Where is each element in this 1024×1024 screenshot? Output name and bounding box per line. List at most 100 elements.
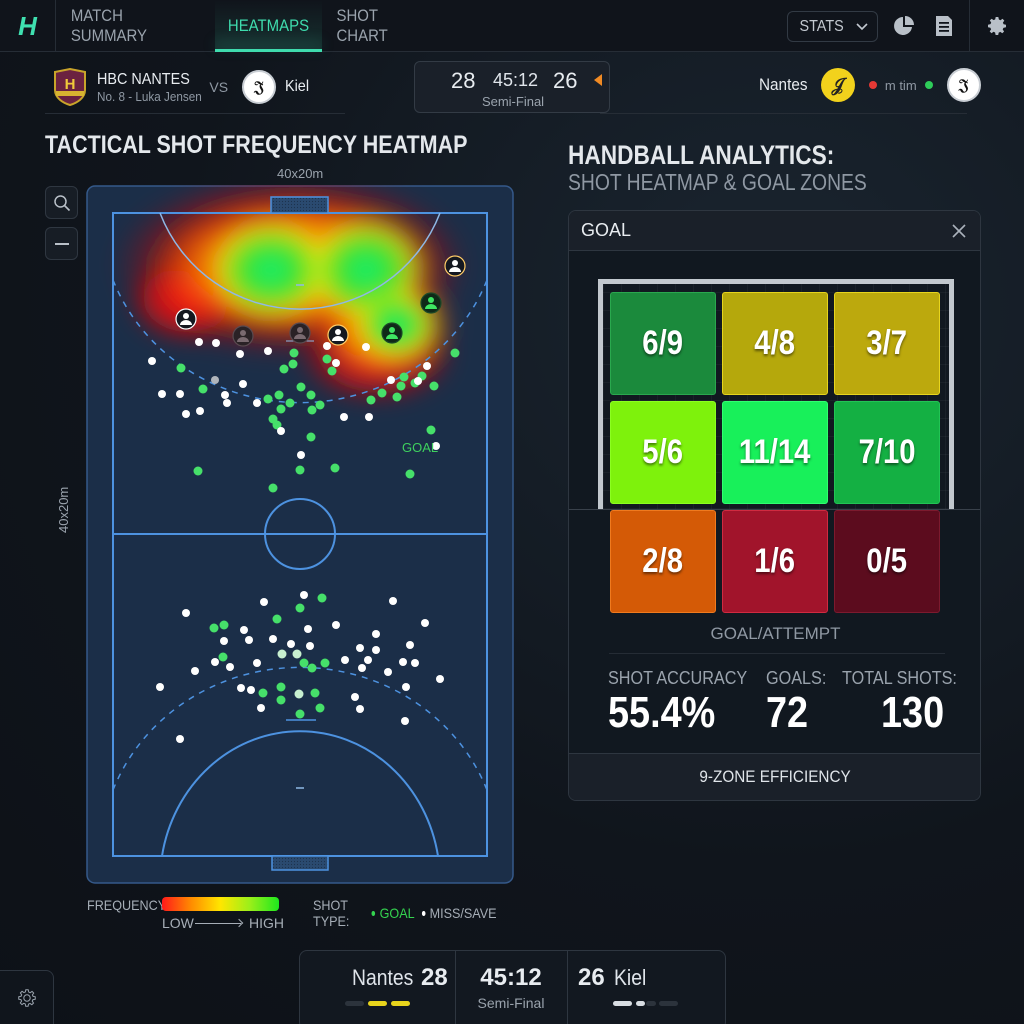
zone-top-left[interactable]: 6/9 <box>610 292 716 395</box>
tab-match-summary[interactable]: MATCH SUMMARY <box>71 0 200 52</box>
stat-value: 130 <box>881 688 945 737</box>
momentum-pill <box>368 1001 387 1006</box>
shot-type-label: SHOT TYPE: <box>313 897 350 929</box>
court-dimension-side: 40x20m <box>56 486 71 533</box>
momentum-pill <box>613 1001 632 1006</box>
bottom-home-score: 28 <box>421 964 448 991</box>
zone-value: 6/9 <box>642 324 684 362</box>
momentum-pill <box>391 1001 410 1006</box>
zone-value: 11/14 <box>739 433 811 471</box>
tab-shot-chart[interactable]: SHOT CHART <box>336 0 431 52</box>
card-header: GOAL <box>569 211 980 251</box>
tab-label: MATCH SUMMARY <box>70 6 148 45</box>
bottom-away-team: Kiel <box>614 965 647 990</box>
zone-middle-left[interactable]: 5/6 <box>610 401 716 504</box>
player-markers <box>175 255 466 347</box>
settings-button[interactable] <box>0 970 54 1024</box>
frequency-gradient-bar <box>162 897 279 911</box>
card-footer[interactable]: 9-ZONE EFFICIENCY <box>569 753 980 800</box>
momentum-pill <box>636 1001 645 1006</box>
tab-label: SHOT CHART <box>336 6 388 45</box>
zoom-icon <box>53 194 70 211</box>
kiel-crest-icon: 𝔍 <box>946 68 981 102</box>
stats-label: STATS <box>799 17 844 35</box>
divider <box>45 113 345 114</box>
active-tab-indicator <box>215 49 322 52</box>
legend-frequency-label: FREQUENCY <box>87 897 167 913</box>
app-logo[interactable]: H <box>0 0 56 52</box>
stat-label: GOALS: <box>766 668 827 688</box>
divider <box>600 113 967 114</box>
logo-text: H <box>18 10 37 41</box>
stat-label: TOTAL SHOTS: <box>842 668 957 688</box>
goal-zones-grid: 6/9 4/8 3/7 5/6 11/14 7/10 2/8 1/6 0/5 <box>610 292 942 613</box>
document-icon[interactable] <box>932 14 956 38</box>
nav-separator <box>969 0 970 52</box>
footer-label: 9-ZONE EFFICIENCY <box>699 767 852 786</box>
arrow-right-icon <box>195 923 241 924</box>
nantes-logo-icon: 𝒥 <box>820 68 855 102</box>
court-goal-label: GOAL <box>402 440 438 455</box>
divider <box>609 653 945 654</box>
home-score: 28 <box>451 68 476 93</box>
zone-bottom-left[interactable]: 2/8 <box>610 510 716 613</box>
zone-bottom-center[interactable]: 1/6 <box>722 510 828 613</box>
match-header-left: H HBC NANTES No. 8 - Luka Jensen VS 𝔍 Ki… <box>52 62 312 112</box>
handball-court[interactable]: GOAL <box>86 185 514 884</box>
zone-value: 4/8 <box>754 324 796 362</box>
zone-top-right[interactable]: 3/7 <box>834 292 940 395</box>
zone-value: 0/5 <box>866 542 908 580</box>
zone-value: 3/7 <box>866 324 908 362</box>
pie-chart-icon[interactable] <box>892 14 916 38</box>
tab-heatmaps[interactable]: HEATMAPS <box>221 0 315 52</box>
zoom-in-button[interactable] <box>45 186 78 219</box>
zone-middle-center[interactable]: 11/14 <box>722 401 828 504</box>
zone-caption: GOAL/ATTEMPT <box>710 624 841 643</box>
stats-dropdown[interactable]: STATS <box>787 11 878 42</box>
momentum-pill <box>646 1001 656 1006</box>
stat-goals: GOALS: 72 <box>766 668 833 737</box>
status-dot-red <box>868 81 877 89</box>
divider <box>567 951 568 1024</box>
momentum-pill <box>345 1001 364 1006</box>
zone-value: 1/6 <box>754 542 796 580</box>
card-title: GOAL <box>581 220 632 240</box>
player-name: No. 8 - Luka Jensen <box>97 88 202 104</box>
home-team-name: HBC NANTES <box>97 70 190 88</box>
minus-icon <box>54 242 69 245</box>
stat-value: 55.4% <box>608 688 716 737</box>
away-team-name: Kiel <box>285 78 310 95</box>
heatmap-legend: FREQUENCY LOW HIGH SHOT TYPE: GOAL MISS/… <box>87 895 517 935</box>
collapse-arrow-icon[interactable] <box>594 74 602 86</box>
zone-top-center[interactable]: 4/8 <box>722 292 828 395</box>
analytics-subtitle: SHOT HEATMAP & GOAL ZONES <box>568 169 867 195</box>
zone-value: 2/8 <box>642 542 684 580</box>
bottom-clock: 45:12 <box>480 964 542 991</box>
court-dimension-top: 40x20m <box>277 166 324 181</box>
divider <box>455 951 456 1024</box>
close-icon[interactable] <box>952 223 966 238</box>
bottom-away-score: 26 <box>578 964 605 991</box>
top-nav: H MATCH SUMMARY HEATMAPS SHOT CHART STAT… <box>0 0 1024 52</box>
stat-shot-accuracy: SHOT ACCURACY 55.4% <box>608 668 763 737</box>
goal-dot-icon <box>371 910 376 916</box>
legend-goal-label: GOAL <box>379 905 415 921</box>
active-tab-glow <box>215 0 322 52</box>
scoreboard: 28 45:12 26 Semi-Final <box>414 61 610 113</box>
shot-type-legend: SHOT TYPE: GOAL MISS/SAVE <box>313 897 497 929</box>
shot-dots-goal <box>176 348 460 493</box>
zone-bottom-right[interactable]: 0/5 <box>834 510 940 613</box>
zoom-out-button[interactable] <box>45 227 78 260</box>
zone-value: 7/10 <box>858 433 916 471</box>
away-score: 26 <box>553 68 578 93</box>
zone-middle-right[interactable]: 7/10 <box>834 401 940 504</box>
momentum-pill <box>659 1001 678 1006</box>
zone-value: 5/6 <box>642 433 684 471</box>
miss-dot-icon <box>421 910 426 916</box>
bottom-round: Semi-Final <box>477 995 545 1011</box>
svg-text:H: H <box>65 76 76 93</box>
legend-low-label: LOW <box>162 915 194 931</box>
bottom-scoreboard: Nantes 28 45:12 Semi-Final 26 Kiel <box>299 950 726 1024</box>
match-header-right: Nantes 𝒥 m tim 𝔍 <box>759 67 981 103</box>
gear-icon[interactable] <box>985 14 1009 38</box>
